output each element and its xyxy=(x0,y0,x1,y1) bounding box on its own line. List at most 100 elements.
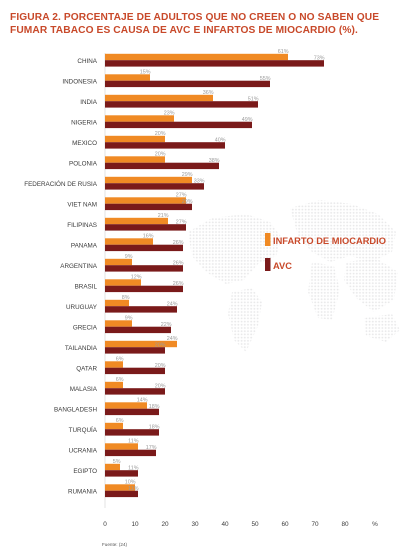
data-label: 21% xyxy=(158,213,169,219)
data-label: 22% xyxy=(161,322,172,328)
data-label: 51% xyxy=(248,96,259,102)
x-tick-label: 20 xyxy=(161,521,169,528)
category-label: FILIPINAS xyxy=(67,222,97,229)
data-label: 9% xyxy=(125,315,133,321)
data-label: 20% xyxy=(155,131,166,137)
bar-infarto xyxy=(105,443,138,450)
bar-avc xyxy=(105,285,183,293)
bar-infarto xyxy=(105,422,123,430)
bar-avc xyxy=(105,326,171,334)
bar-infarto xyxy=(105,156,165,163)
data-label: 12% xyxy=(131,274,142,280)
legend-swatch xyxy=(265,258,271,271)
category-label: RUMANIA xyxy=(68,489,98,496)
data-label: 17% xyxy=(146,445,157,451)
x-tick-label: 10 xyxy=(131,521,139,528)
category-label: NIGERIA xyxy=(71,120,98,127)
bar-infarto xyxy=(105,53,288,61)
data-label: 40% xyxy=(215,137,226,143)
data-label: 6% xyxy=(116,418,124,424)
category-label: BRASIL xyxy=(75,284,98,291)
bar-avc xyxy=(105,142,225,149)
bar-avc xyxy=(105,183,204,190)
data-label: 8% xyxy=(122,295,130,301)
category-label: URUGUAY xyxy=(66,304,98,311)
data-label: 11% xyxy=(128,486,139,492)
legend: INFARTO DE MIOCARDIO AVC xyxy=(265,233,386,271)
bar-avc xyxy=(105,101,258,108)
data-label: 49% xyxy=(242,117,253,123)
category-label: MALASIA xyxy=(70,386,98,393)
bar-avc xyxy=(105,388,165,395)
data-label: 29% xyxy=(182,172,193,178)
data-label: 5% xyxy=(113,459,121,465)
bar-infarto xyxy=(105,402,147,409)
data-label: 26% xyxy=(173,281,184,287)
bar-infarto xyxy=(105,279,141,286)
chart-title: FIGURA 2. PORCENTAJE DE ADULTOS QUE NO C… xyxy=(10,12,380,36)
category-label: ARGENTINA xyxy=(60,263,98,270)
x-tick-label: 50 xyxy=(251,521,259,528)
bar-infarto xyxy=(105,135,165,143)
category-label: TAILANDIA xyxy=(65,345,98,352)
category-label: MEXICO xyxy=(72,140,97,147)
x-tick-label: 40 xyxy=(221,521,229,528)
bar-avc xyxy=(105,60,324,67)
x-tick-label: 60 xyxy=(281,521,289,528)
data-label: 33% xyxy=(194,178,205,184)
bar-infarto xyxy=(105,94,213,102)
data-label: 38% xyxy=(209,158,220,164)
category-label: UCRANIA xyxy=(69,448,98,455)
data-label: 26% xyxy=(173,260,184,266)
data-label: 11% xyxy=(128,438,139,444)
category-label: TURQUÍA xyxy=(69,425,98,434)
bar-infarto xyxy=(105,238,153,245)
bar-avc xyxy=(105,347,165,354)
data-label: 23% xyxy=(164,110,175,116)
bar-avc xyxy=(105,265,183,272)
category-label: PANAMA xyxy=(71,243,98,250)
category-label: INDIA xyxy=(80,99,98,106)
category-label: FEDERACIÓN DE RUSIA xyxy=(24,179,98,188)
bar-avc xyxy=(105,408,159,416)
bar-avc xyxy=(105,244,183,252)
data-label: 16% xyxy=(143,233,154,239)
bar-avc xyxy=(105,470,138,477)
data-label: 20% xyxy=(155,342,166,348)
data-label: 24% xyxy=(167,336,178,342)
x-tick-label: 70 xyxy=(311,521,319,528)
category-label: EGIPTO xyxy=(73,468,97,475)
bar-avc xyxy=(105,367,165,375)
bar-infarto xyxy=(105,361,123,368)
bar-avc xyxy=(105,490,138,498)
bar-infarto xyxy=(105,463,120,471)
data-label: 20% xyxy=(155,383,166,389)
source-note: Fuente: (24) xyxy=(102,542,128,547)
data-label: 36% xyxy=(203,90,214,96)
category-label: QATAR xyxy=(76,366,97,373)
data-label: 27% xyxy=(176,219,187,225)
bar-infarto xyxy=(105,299,129,307)
bar-infarto xyxy=(105,217,168,225)
bar-avc xyxy=(105,224,186,231)
bar-infarto xyxy=(105,381,123,389)
data-label: 14% xyxy=(137,397,148,403)
bar-infarto xyxy=(105,197,186,204)
x-tick-label: % xyxy=(372,521,378,528)
data-label: 6% xyxy=(116,377,124,383)
bar-avc xyxy=(105,121,252,129)
legend-label: INFARTO DE MIOCARDIO xyxy=(273,236,386,246)
category-label: BANGLADESH xyxy=(54,407,97,414)
bar-avc xyxy=(105,80,270,88)
category-label: POLONIA xyxy=(69,161,98,168)
legend-label: AVC xyxy=(273,261,292,271)
bar-infarto xyxy=(105,176,192,184)
data-label: 10% xyxy=(125,479,136,485)
data-label: 20% xyxy=(155,151,166,157)
bar-avc xyxy=(105,162,219,170)
data-label: 9% xyxy=(125,254,133,260)
data-label: 55% xyxy=(260,76,271,82)
x-tick-label: 30 xyxy=(191,521,199,528)
data-label: 18% xyxy=(149,424,160,430)
x-tick-label: 0 xyxy=(103,521,107,528)
